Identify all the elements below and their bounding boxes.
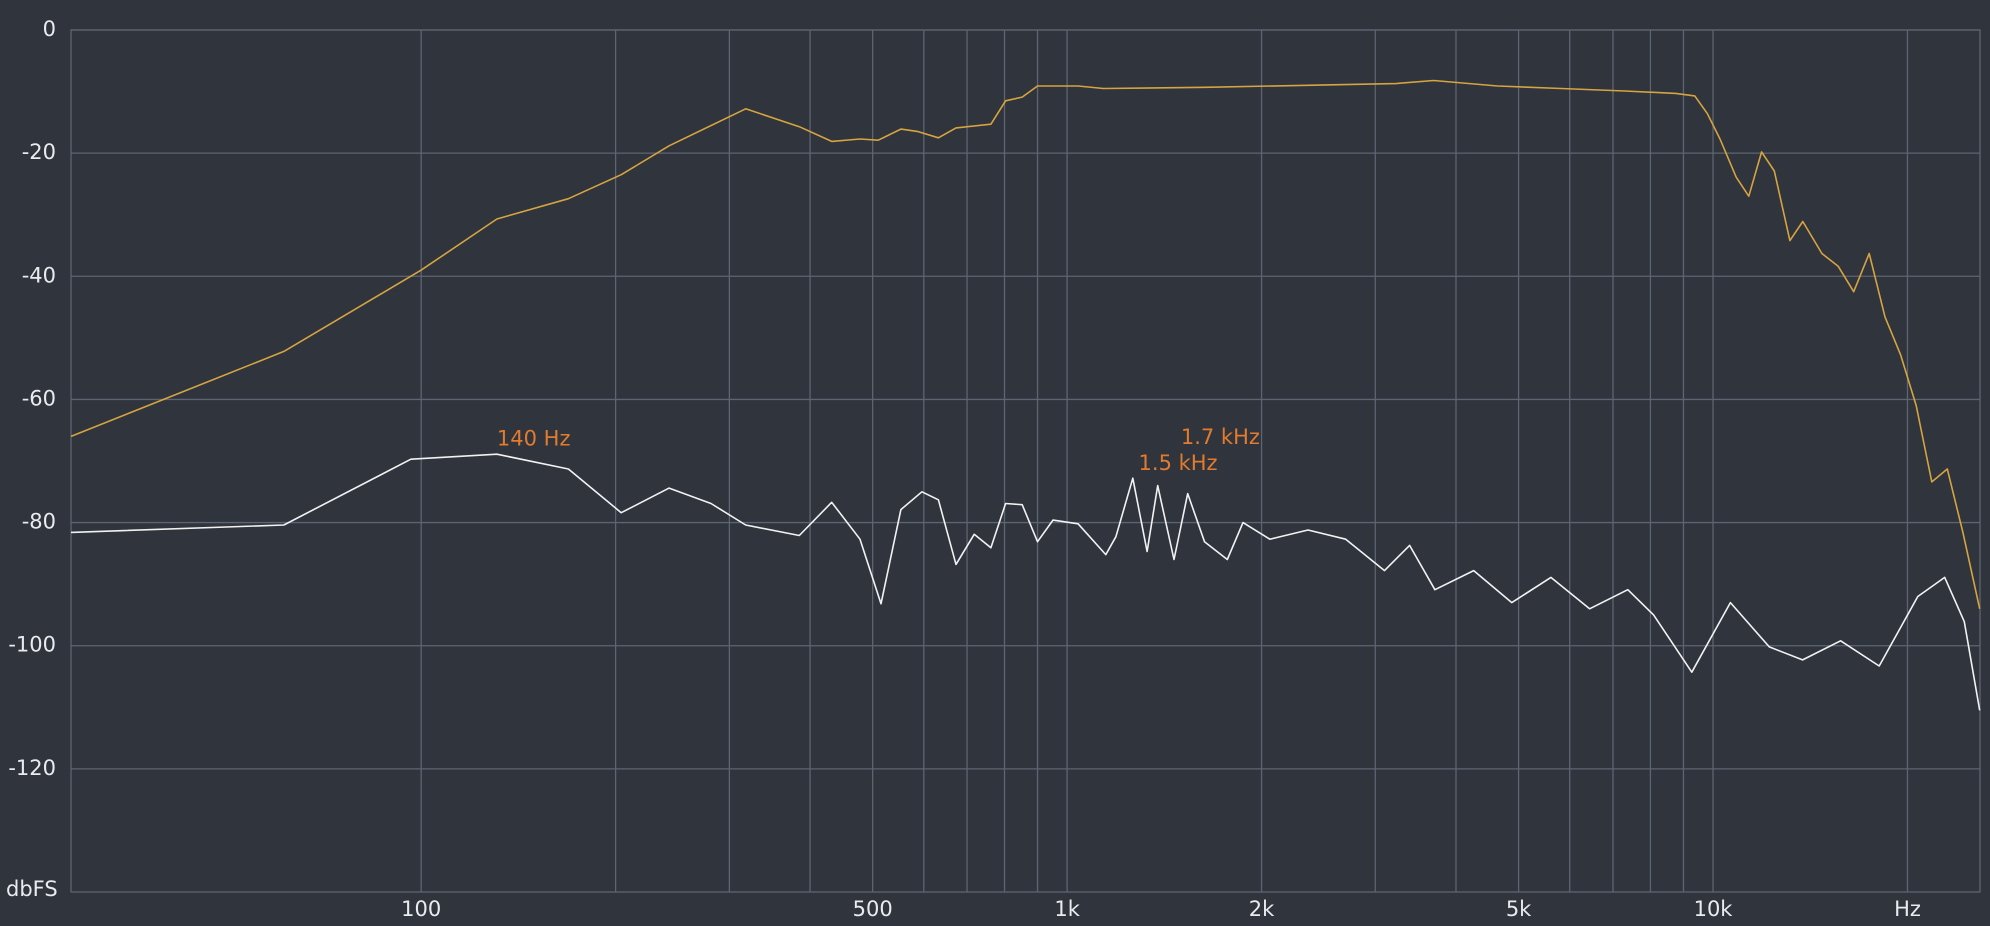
annotation: 1.7 kHz <box>1181 425 1260 449</box>
y-tick-label: 0 <box>43 17 56 41</box>
spectrum-line <box>70 79 1981 609</box>
x-tick-label: 500 <box>853 897 893 921</box>
y-tick-label: -60 <box>22 386 56 410</box>
x-tick-label: 1k <box>1054 897 1080 921</box>
x-tick-label: 100 <box>401 897 441 921</box>
y-tick-label: -100 <box>8 633 56 657</box>
y-tick-label: -20 <box>22 140 56 164</box>
annotation: 140 Hz <box>497 426 571 450</box>
y-tick-label: -120 <box>8 756 56 780</box>
x-axis-label: Hz <box>1894 897 1921 921</box>
y-axis-label: dbFS <box>6 877 58 901</box>
x-tick-label: 10k <box>1694 897 1734 921</box>
y-tick-label: -40 <box>22 263 56 287</box>
x-tick-label: 2k <box>1249 897 1275 921</box>
spectrum-line <box>70 453 1981 711</box>
y-tick-label: -80 <box>22 510 56 534</box>
annotation: 1.5 kHz <box>1139 451 1218 475</box>
x-tick-label: 5k <box>1506 897 1532 921</box>
